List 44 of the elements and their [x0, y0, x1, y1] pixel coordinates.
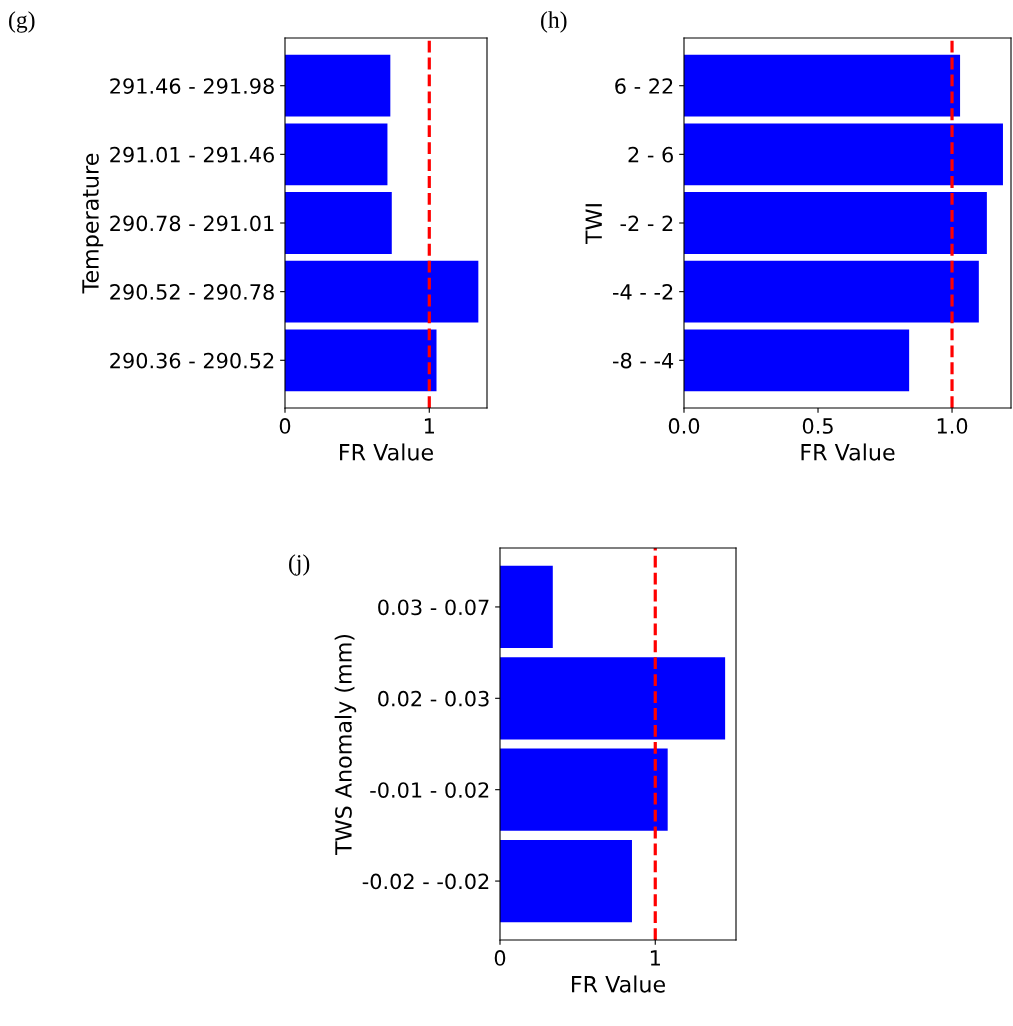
bar — [500, 565, 553, 649]
bar — [285, 123, 388, 186]
y-axis-title: TWI — [585, 204, 602, 245]
y-tick-label: -4 - -2 — [613, 284, 673, 300]
x-tick-label: 1 — [424, 418, 434, 434]
y-tick-label: 0.03 - 0.07 — [378, 599, 489, 616]
bar — [285, 329, 437, 392]
y-tick-label: -2 - 2 — [620, 215, 673, 231]
y-tick-label: -0.02 - -0.02 — [362, 873, 489, 890]
bar — [684, 123, 1003, 186]
bar — [684, 192, 987, 254]
x-tick-label: 0.5 — [802, 418, 833, 434]
x-axis-title: FR Value — [340, 443, 433, 461]
bar — [285, 260, 479, 323]
x-tick-label: 0 — [494, 950, 506, 966]
y-tick-label: 291.46 - 291.98 — [110, 78, 274, 94]
y-tick-label: 2 - 6 — [628, 146, 673, 163]
bar — [500, 748, 668, 831]
bar — [500, 657, 726, 740]
x-axis-title: FR Value — [572, 975, 665, 993]
bar — [684, 260, 979, 323]
text: (g) — [9, 11, 35, 33]
y-tick-label: 6 - 22 — [615, 78, 673, 94]
y-tick-label: 0.02 - 0.03 — [378, 690, 489, 707]
bar — [285, 54, 391, 117]
y-axis-title: TWS Anomaly (mm) — [334, 634, 357, 856]
y-tick-label: 291.01 - 291.46 — [110, 146, 274, 163]
x-tick-label: 1 — [650, 950, 660, 966]
y-tick-label: 290.52 - 290.78 — [110, 284, 274, 300]
y-tick-label: 290.36 - 290.52 — [110, 352, 274, 369]
y-tick-label: -0.01 - 0.02 — [370, 782, 489, 798]
x-tick-label: 1.0 — [937, 418, 968, 434]
y-tick-label: 290.78 - 291.01 — [110, 215, 274, 232]
y-tick-label: -8 - -4 — [613, 352, 674, 369]
bar — [285, 192, 392, 254]
x-tick-label: 0.0 — [668, 418, 700, 434]
text: (j) — [289, 554, 310, 576]
chart-title: (h) — [541, 11, 567, 33]
bar — [684, 54, 961, 117]
bar — [684, 329, 910, 392]
y-axis-title: Temperature — [82, 153, 104, 294]
x-axis-title: FR Value — [801, 443, 895, 461]
bar — [500, 839, 632, 923]
x-tick-label: 0 — [279, 418, 291, 434]
